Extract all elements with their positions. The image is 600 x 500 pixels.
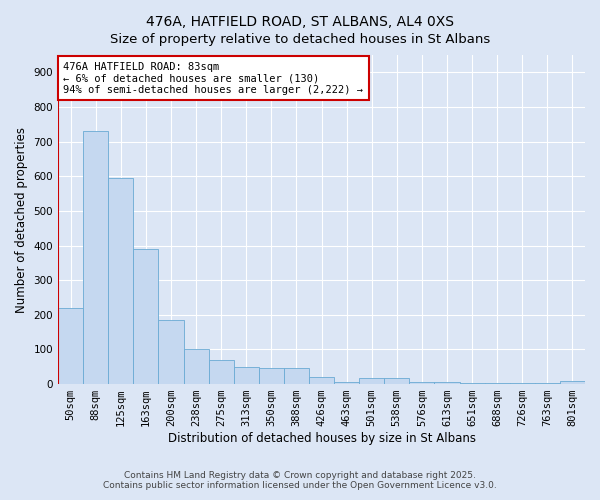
Bar — [108, 178, 133, 384]
Text: Contains HM Land Registry data © Crown copyright and database right 2025.
Contai: Contains HM Land Registry data © Crown c… — [103, 470, 497, 490]
Bar — [334, 382, 359, 384]
Bar — [359, 378, 384, 384]
Text: Size of property relative to detached houses in St Albans: Size of property relative to detached ho… — [110, 32, 490, 46]
Bar — [560, 382, 585, 384]
Bar — [409, 382, 434, 384]
Bar — [133, 249, 158, 384]
Bar — [233, 367, 259, 384]
Bar — [83, 131, 108, 384]
Bar — [460, 383, 485, 384]
Bar — [485, 383, 510, 384]
Y-axis label: Number of detached properties: Number of detached properties — [15, 126, 28, 312]
Text: 476A, HATFIELD ROAD, ST ALBANS, AL4 0XS: 476A, HATFIELD ROAD, ST ALBANS, AL4 0XS — [146, 15, 454, 29]
Bar — [158, 320, 184, 384]
Bar — [434, 382, 460, 384]
Text: 476A HATFIELD ROAD: 83sqm
← 6% of detached houses are smaller (130)
94% of semi-: 476A HATFIELD ROAD: 83sqm ← 6% of detach… — [64, 62, 364, 95]
Bar — [209, 360, 233, 384]
Bar — [184, 350, 209, 384]
Bar — [384, 378, 409, 384]
Bar — [259, 368, 284, 384]
Bar — [309, 377, 334, 384]
X-axis label: Distribution of detached houses by size in St Albans: Distribution of detached houses by size … — [167, 432, 476, 445]
Bar — [284, 368, 309, 384]
Bar — [58, 308, 83, 384]
